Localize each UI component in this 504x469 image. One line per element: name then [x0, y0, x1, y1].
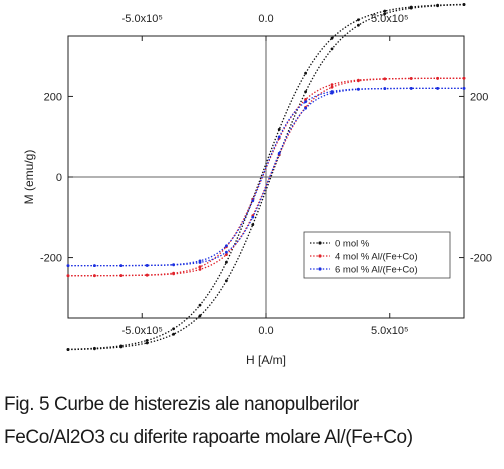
series-0-point — [93, 346, 96, 350]
series-0-point — [119, 344, 123, 348]
series-1-point — [357, 78, 360, 82]
series-2-point — [436, 87, 439, 90]
series-2-point — [277, 151, 281, 155]
series-0-point — [277, 127, 281, 131]
x-tick-label-top: 0.0 — [258, 13, 273, 25]
series-0-point — [436, 3, 439, 7]
series-2-point — [409, 87, 413, 90]
legend: 0 mol % 4 mol % Al/(Fe+Co) 6 mol % Al/(Fe+… — [303, 231, 451, 279]
series-curves — [66, 3, 466, 351]
series-2-point — [225, 244, 228, 248]
legend-label: 4 mol % Al/(Fe+Co) — [335, 252, 418, 263]
series-1-point — [119, 274, 123, 277]
x-tick-label-bottom: 0.0 — [258, 325, 273, 337]
series-2-point — [145, 264, 149, 267]
legend-swatch-marker — [318, 254, 322, 258]
x-tick-label-top: 5.0x10⁵ — [371, 13, 409, 25]
zero-axes — [68, 36, 464, 318]
series-1-point — [304, 98, 307, 101]
series-2-point — [304, 100, 307, 104]
x-tick-label-bottom: -5.0x10⁵ — [122, 325, 163, 337]
series-0-point — [251, 223, 255, 227]
series-0-branch-descending — [67, 3, 465, 351]
caption-line-2: FeCo/Al2O3 cu diferite rapoarte molare A… — [4, 427, 413, 448]
series-0-point — [330, 36, 334, 40]
series-1-point — [330, 85, 334, 89]
series-0-point — [66, 348, 70, 351]
y-tick-label-left: 200 — [44, 91, 62, 103]
hysteresis-chart: -5.0x10⁵ -5.0x10⁵ 0.0 0.0 5.0x10⁵ 5.0x10⁵ -200… — [22, 3, 492, 367]
series-2-point — [251, 199, 255, 203]
series-2-point — [462, 87, 466, 90]
series-1-point — [462, 76, 466, 80]
series-1-point — [198, 265, 202, 269]
series-2-branch-descending — [68, 87, 464, 267]
series-0-point — [357, 23, 360, 27]
series-2-point — [357, 87, 360, 91]
x-tick-label-bottom: 5.0x10⁵ — [371, 325, 409, 337]
series-0-point — [383, 9, 387, 13]
y-tick-label-right: 200 — [470, 91, 488, 103]
series-1-point — [436, 76, 439, 80]
series-0-point — [145, 339, 149, 342]
chart-svg: -5.0x10⁵ -5.0x10⁵ 0.0 0.0 5.0x10⁵ 5.0x10⁵ -200… — [22, 3, 492, 367]
series-0-point — [383, 12, 387, 16]
legend-label: 0 mol % — [335, 239, 370, 250]
series-0-point — [462, 3, 466, 6]
series-0-point — [409, 5, 413, 9]
series-2-point — [93, 264, 96, 267]
legend-label: 6 mol % Al/(Fe+Co) — [335, 265, 418, 276]
series-0-point — [198, 303, 202, 307]
series-0-point — [198, 314, 202, 318]
series-2-point — [251, 215, 255, 219]
series-0-point — [304, 90, 307, 94]
series-0-point — [304, 71, 307, 75]
figure-caption: Fig. 5 Curbe de histerezis ale nanopulbe… — [4, 388, 502, 454]
series-0-point — [225, 260, 228, 264]
series-2-point — [304, 106, 307, 110]
series-1-point — [172, 271, 176, 275]
series-1-point — [66, 274, 70, 278]
series-1-point — [198, 268, 202, 271]
legend-swatch-marker — [318, 267, 322, 271]
series-2-point — [383, 87, 387, 90]
y-tick-label-right: -200 — [470, 253, 492, 265]
series-2-point — [172, 263, 176, 266]
series-2-point — [225, 250, 228, 254]
series-0-point — [330, 47, 334, 51]
x-axis-title: H [A/m] — [246, 353, 286, 367]
y-axis-title: M (emu/g) — [22, 150, 36, 205]
legend-swatch-marker — [318, 241, 322, 245]
series-0-point — [225, 279, 228, 283]
axis-ticks: -5.0x10⁵ -5.0x10⁵ 0.0 0.0 5.0x10⁵ 5.0x10⁵ -200… — [40, 13, 492, 337]
series-1-point — [409, 77, 413, 80]
caption-line-1: Fig. 5 Curbe de histerezis ale nanopulbe… — [4, 394, 359, 415]
series-0-point — [145, 341, 149, 345]
series-0-point — [172, 327, 176, 331]
x-tick-label-top: -5.0x10⁵ — [122, 13, 163, 25]
y-tick-label-left: -200 — [40, 253, 62, 265]
series-2-point — [277, 135, 281, 139]
series-0-branch-ascending — [67, 3, 465, 351]
series-0-point — [172, 332, 176, 336]
series-1-point — [145, 273, 149, 277]
series-2-point — [119, 264, 123, 267]
series-1-point — [93, 274, 96, 277]
series-1-point — [225, 253, 228, 256]
series-1-point — [383, 77, 387, 81]
series-1-point — [330, 83, 334, 86]
series-2-point — [330, 90, 334, 93]
y-tick-label-left: 0 — [56, 172, 62, 184]
series-2-point — [66, 264, 70, 267]
legend-box — [303, 231, 451, 279]
series-0-point — [357, 18, 360, 22]
series-2-point — [198, 259, 202, 263]
